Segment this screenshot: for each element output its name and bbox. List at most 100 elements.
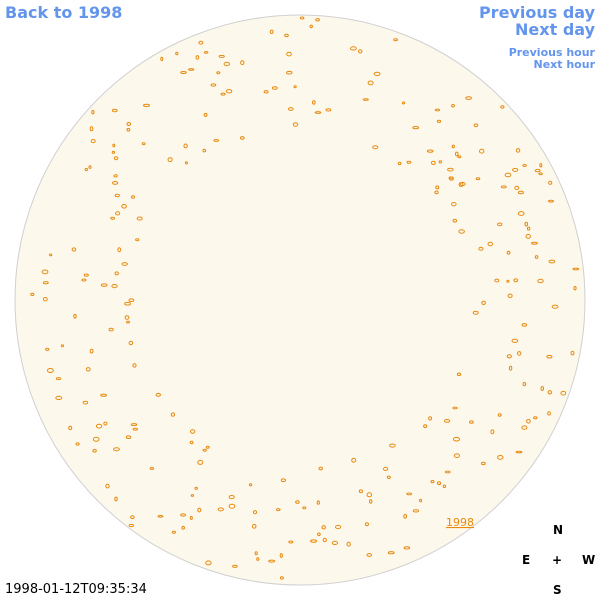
contour (473, 123, 479, 128)
contour (111, 108, 118, 113)
contour (248, 483, 253, 487)
contour (511, 338, 519, 343)
contour (318, 466, 324, 471)
contour (366, 553, 373, 557)
contour (115, 211, 121, 216)
contour (121, 262, 128, 266)
contour (71, 247, 77, 252)
contour (366, 492, 373, 498)
contour (434, 190, 439, 195)
compass-north: N (553, 523, 564, 537)
contour (68, 425, 73, 431)
contour (92, 449, 97, 453)
contour (479, 148, 485, 154)
contour (194, 486, 198, 490)
contour (497, 455, 504, 460)
contour (149, 467, 155, 470)
contour (560, 390, 567, 396)
contour (45, 347, 50, 351)
contour (42, 297, 48, 302)
contour (472, 310, 479, 315)
contour (383, 466, 389, 471)
contour (91, 110, 95, 115)
contour (452, 218, 458, 223)
contour (113, 156, 119, 161)
contour (573, 286, 577, 291)
contour (108, 327, 114, 332)
contour (364, 522, 369, 527)
contour (367, 80, 374, 86)
contour (458, 229, 465, 234)
contour (268, 559, 276, 563)
contour (240, 60, 245, 66)
contour (210, 83, 217, 87)
contour (171, 530, 176, 534)
back-link[interactable]: Back to 1998 (5, 3, 123, 22)
contour (373, 71, 381, 77)
previous-day-link[interactable]: Previous day (478, 3, 595, 22)
solar-disk (14, 14, 586, 586)
contour (453, 436, 460, 442)
contour (83, 273, 89, 277)
contour (170, 412, 176, 417)
previous-hour-link[interactable]: Previous hour (508, 46, 595, 59)
contour (213, 139, 220, 142)
contour (325, 108, 332, 112)
contour (490, 429, 495, 435)
contour (124, 301, 131, 306)
contour (362, 98, 369, 101)
next-day-link[interactable]: Next day (515, 20, 595, 39)
contour (526, 226, 531, 231)
contour (90, 139, 96, 144)
contour (198, 40, 204, 45)
contour (125, 435, 132, 440)
contour (406, 492, 413, 496)
contour (428, 416, 433, 421)
contour (572, 267, 580, 271)
contour (443, 419, 451, 423)
contour (82, 400, 89, 405)
contour (202, 148, 207, 153)
contour (310, 539, 318, 543)
contour (157, 515, 164, 518)
contour (444, 470, 451, 474)
contour (312, 100, 316, 105)
compass-south: S (553, 583, 562, 597)
contour (534, 169, 541, 173)
contour (218, 54, 225, 58)
contour (434, 108, 440, 112)
contour (220, 92, 226, 96)
contour (419, 498, 423, 503)
contour (455, 151, 459, 157)
contour (284, 33, 289, 38)
contour (47, 368, 54, 373)
contour (100, 283, 108, 287)
contour (478, 246, 484, 251)
contour (113, 174, 118, 178)
contour (286, 51, 292, 57)
contour (548, 180, 553, 185)
contour (448, 176, 454, 181)
contour (465, 96, 472, 100)
contour (540, 386, 545, 391)
contour (508, 365, 513, 371)
contour (73, 313, 77, 319)
contour (252, 510, 258, 515)
year-label[interactable]: 1998 (446, 516, 474, 529)
contour (280, 478, 286, 483)
compass-center: + (552, 553, 563, 567)
contour (263, 90, 269, 94)
contour (128, 523, 134, 528)
next-hour-link[interactable]: Next hour (533, 58, 596, 71)
contour (534, 255, 539, 259)
contour (315, 18, 320, 22)
contour (203, 51, 209, 54)
contour (130, 515, 135, 520)
contour (322, 537, 327, 543)
contour (423, 424, 428, 429)
contour (401, 101, 406, 105)
contour (130, 423, 138, 427)
contour (451, 104, 455, 108)
